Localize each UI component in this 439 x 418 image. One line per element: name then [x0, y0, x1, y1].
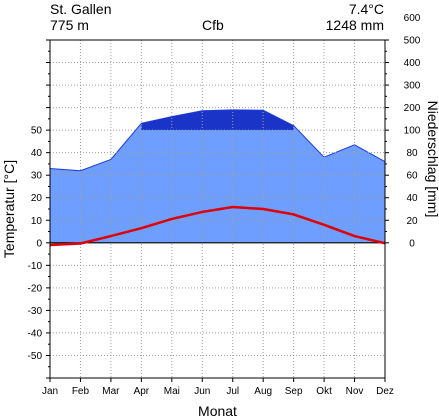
right-tick-label: 500 [404, 36, 421, 47]
right-tick-label: 300 [404, 81, 421, 92]
month-label: Mai [164, 386, 180, 397]
left-tick-label: 20 [31, 193, 43, 204]
left-axis-title: Temperatur [°C] [1, 160, 17, 258]
right-tick-label: 700 [404, 0, 421, 1]
annual-temperature: 7.4°C [348, 1, 384, 17]
temperature-line [49, 205, 386, 247]
right-tick-label: 100 [404, 126, 421, 137]
precipitation-excess-area [141, 109, 294, 131]
month-label: Aug [254, 386, 272, 397]
left-tick-label: -20 [28, 283, 43, 294]
annual-precipitation: 1248 mm [325, 17, 384, 33]
month-label: Jul [226, 386, 239, 397]
left-tick-label: -40 [28, 328, 43, 339]
month-label: Apr [134, 386, 150, 397]
month-label: Jan [42, 386, 58, 397]
right-tick-label: 600 [404, 13, 421, 24]
month-label: Nov [346, 386, 364, 397]
x-axis-title: Monat [198, 403, 237, 418]
precipitation-line [49, 109, 386, 172]
station-name: St. Gallen [50, 1, 112, 17]
month-label: Sep [285, 386, 303, 397]
month-label: Feb [72, 386, 90, 397]
left-tick-label: -50 [28, 351, 43, 362]
right-tick-label: 20 [406, 216, 418, 227]
month-label: Okt [316, 386, 332, 397]
left-tick-label: 10 [31, 216, 43, 227]
right-axis-title: Niederschlag [mm] [425, 101, 439, 218]
month-label: Jun [194, 386, 210, 397]
month-label: Dez [376, 386, 394, 397]
right-tick-label: 60 [406, 171, 418, 182]
right-tick-label: 40 [406, 193, 418, 204]
left-tick-label: 30 [31, 171, 43, 182]
right-tick-label: 80 [406, 148, 418, 159]
left-tick-label: -10 [28, 261, 43, 272]
left-tick-label: 40 [31, 148, 43, 159]
right-tick-label: 0 [409, 238, 415, 249]
climate-classification: Cfb [202, 17, 224, 33]
right-tick-label: 200 [404, 103, 421, 114]
month-label: Mar [102, 386, 120, 397]
right-tick-label: 400 [404, 58, 421, 69]
precipitation-area [50, 109, 385, 243]
left-tick-label: -30 [28, 306, 43, 317]
left-tick-label: 0 [36, 238, 42, 249]
left-tick-label: 50 [31, 126, 43, 137]
station-elevation: 775 m [50, 17, 89, 33]
